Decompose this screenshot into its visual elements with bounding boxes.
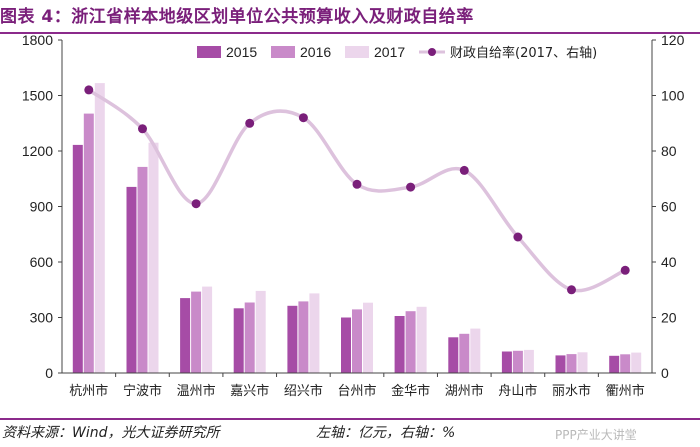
right-tick-label: 40 xyxy=(661,254,677,270)
left-tick-label: 600 xyxy=(30,254,54,270)
bar-2015-7 xyxy=(448,337,459,373)
line-point-9 xyxy=(567,285,576,295)
bar-2017-7 xyxy=(470,328,481,373)
line-point-6 xyxy=(406,182,416,192)
bar-2015-6 xyxy=(394,316,405,373)
line-point-0 xyxy=(84,85,94,95)
category-label-4: 绍兴市 xyxy=(284,383,323,399)
bar-2017-3 xyxy=(255,290,266,373)
bar-2015-0 xyxy=(72,144,83,373)
bar-2016-0 xyxy=(83,113,94,373)
bar-2017-9 xyxy=(577,352,588,373)
bar-2017-1 xyxy=(148,142,159,373)
line-point-8 xyxy=(513,232,523,242)
bar-2016-5 xyxy=(352,309,362,373)
category-label-10: 衢州市 xyxy=(606,383,645,399)
category-label-3: 嘉兴市 xyxy=(230,383,269,399)
bar-2015-10 xyxy=(609,355,620,373)
footer-rule xyxy=(0,418,700,420)
category-label-7: 湖州市 xyxy=(445,383,484,399)
bar-2016-1 xyxy=(137,166,148,373)
right-tick-label: 0 xyxy=(661,365,669,381)
right-tick-label: 80 xyxy=(661,143,677,159)
line-point-3 xyxy=(245,118,255,128)
left-tick-label: 300 xyxy=(30,310,54,326)
legend-label-2016: 2016 xyxy=(300,44,331,60)
line-point-1 xyxy=(138,124,147,134)
chart-title: 图表 4：浙江省样本地级区划单位公共预算收入及财政自给率 xyxy=(0,7,474,27)
category-label-8: 舟山市 xyxy=(498,383,537,399)
right-tick-label: 60 xyxy=(661,199,677,215)
category-label-5: 台州市 xyxy=(337,383,376,399)
category-label-1: 宁波市 xyxy=(123,383,162,399)
legend-label-2017: 2017 xyxy=(374,44,405,60)
right-tick-label: 100 xyxy=(661,88,685,104)
bar-2015-9 xyxy=(555,355,566,373)
self-sufficiency-line xyxy=(87,88,626,293)
axis-unit-note: 左轴：亿元，右轴：% xyxy=(316,425,456,441)
line-point-5 xyxy=(352,179,362,189)
bar-2015-4 xyxy=(287,305,298,373)
category-label-0: 杭州市 xyxy=(69,383,108,399)
legend-swatch-2017 xyxy=(345,46,369,58)
left-tick-label: 1500 xyxy=(22,88,53,104)
category-label-9: 丽水市 xyxy=(552,383,591,399)
legend-swatch-2015 xyxy=(197,46,221,58)
bar-2016-9 xyxy=(566,354,577,373)
bar-2015-8 xyxy=(501,351,512,373)
bar-2017-2 xyxy=(202,286,213,373)
category-label-2: 温州市 xyxy=(177,383,216,399)
right-tick-label: 120 xyxy=(661,32,685,48)
left-tick-label: 900 xyxy=(30,199,54,215)
line-layer xyxy=(84,85,630,295)
title-rule xyxy=(0,32,700,34)
chart: 0 300 600 900 1200 1500 1800 0 20 40 60 80 100 120 杭州市… xyxy=(22,32,685,399)
bar-2015-5 xyxy=(341,317,351,373)
bar-2016-8 xyxy=(512,350,523,373)
source-note: 资料来源：Wind，光大证券研究所 xyxy=(2,425,220,441)
bar-2017-0 xyxy=(94,83,105,373)
legend-swatch-2016 xyxy=(271,46,295,58)
line-point-4 xyxy=(298,113,308,123)
bar-2017-10 xyxy=(631,352,642,373)
category-label-6: 金华市 xyxy=(391,383,430,399)
bar-2016-10 xyxy=(620,354,631,373)
right-tick-label: 20 xyxy=(661,310,677,326)
line-point-10 xyxy=(620,265,630,275)
watermark-text: PPP产业大讲堂 xyxy=(555,428,637,442)
bar-2017-5 xyxy=(363,302,373,373)
bar-2016-4 xyxy=(298,301,309,373)
bars-layer xyxy=(72,83,642,374)
bar-2016-2 xyxy=(191,291,202,373)
axes-layer: 0 300 600 900 1200 1500 1800 0 20 40 60 80 100 120 杭州市… xyxy=(22,32,685,399)
left-tick-label: 0 xyxy=(45,365,53,381)
bar-2015-2 xyxy=(180,298,191,373)
bar-2016-6 xyxy=(405,311,416,373)
legend: 2015 2016 2017 财政自给率(2017、右轴) xyxy=(197,44,597,61)
bar-2017-8 xyxy=(523,349,534,373)
left-tick-label: 1200 xyxy=(22,143,53,159)
bar-2015-3 xyxy=(233,308,244,374)
bar-2015-1 xyxy=(126,186,137,373)
bar-2017-6 xyxy=(416,306,427,373)
bar-2016-3 xyxy=(244,302,255,373)
legend-marker-swatch xyxy=(428,48,436,56)
line-point-2 xyxy=(191,199,201,209)
bar-2016-7 xyxy=(459,333,470,373)
bar-2017-4 xyxy=(309,293,320,373)
legend-label-2015: 2015 xyxy=(226,44,257,60)
legend-label-self-sufficiency: 财政自给率(2017、右轴) xyxy=(450,45,597,61)
line-point-7 xyxy=(459,165,469,175)
left-tick-label: 1800 xyxy=(22,32,53,48)
